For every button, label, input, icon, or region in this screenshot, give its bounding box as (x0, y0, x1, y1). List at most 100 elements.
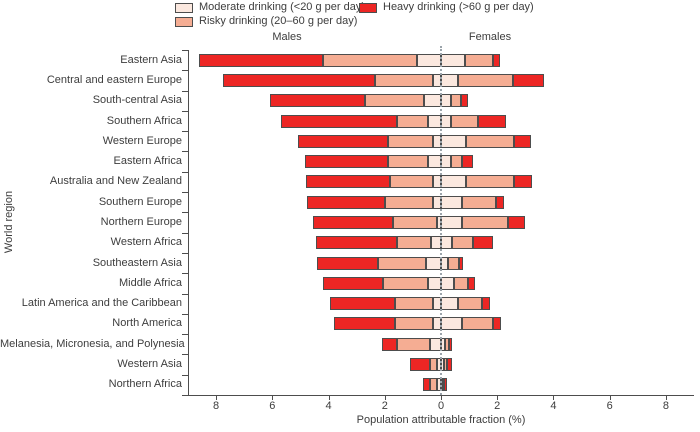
region-label: Melanesia, Micronesia, and Polynesia (0, 337, 185, 350)
x-axis-tick (384, 395, 386, 400)
bar-segment-male-moderate (417, 53, 441, 67)
bar-segment-male-heavy (381, 337, 398, 351)
region-label: Latin America and the Caribbean (21, 297, 182, 310)
bar-segment-male-moderate (424, 94, 441, 108)
bar-segment-female-moderate (441, 297, 458, 311)
bar-segment-female-heavy (493, 53, 501, 67)
region-label: Western Africa (110, 236, 182, 249)
legend-swatch-heavy-icon (359, 2, 377, 13)
bar-segment-male-risky (429, 358, 437, 372)
bar-segment-female-risky (464, 53, 493, 67)
bar-segment-female-heavy (477, 114, 506, 128)
bar-segment-female-heavy (467, 276, 475, 290)
bar-segment-female-risky (462, 195, 496, 209)
bar-segment-female-risky (462, 317, 493, 331)
bar-segment-male-heavy (422, 378, 430, 392)
bar-segment-female-moderate (441, 114, 451, 128)
bar-segment-female-moderate (441, 317, 463, 331)
region-label: Eastern Asia (120, 53, 182, 66)
bar-segment-female-moderate (441, 155, 451, 169)
x-tick-label: 8 (213, 400, 220, 412)
bar-segment-male-risky (374, 73, 433, 87)
x-axis-tick (553, 395, 555, 400)
bar-segment-male-risky (384, 195, 433, 209)
bar-segment-male-risky (397, 236, 432, 250)
region-label: Central and eastern Europe (46, 73, 182, 86)
bar-segment-female-moderate (441, 256, 449, 270)
bar-segment-female-moderate (441, 53, 465, 67)
bar-segment-female-heavy (444, 378, 447, 392)
region-label: Western Europe (102, 134, 182, 147)
legend-item-risky: Risky drinking (20–60 g per day) (175, 15, 357, 28)
bar-segment-male-moderate (425, 256, 441, 270)
bar-segment-female-heavy (495, 195, 505, 209)
region-label: Northern Europe (100, 216, 182, 228)
bar-segment-female-moderate (441, 195, 463, 209)
y-axis-tick (182, 50, 188, 51)
legend-label-moderate: Moderate drinking (<20 g per day) (199, 1, 366, 13)
y-axis-tick (182, 151, 188, 153)
bar-segment-male-heavy (313, 216, 394, 229)
legend-swatch-risky-icon (175, 16, 193, 27)
bar-segment-male-risky (322, 53, 418, 67)
bar-segment-female-heavy (462, 155, 474, 169)
bar-segment-female-moderate (441, 236, 453, 250)
y-axis-tick (182, 212, 188, 214)
zero-reference-line (440, 46, 442, 395)
y-axis-tick (182, 273, 188, 275)
bar-segment-female-moderate (441, 134, 467, 148)
x-axis-tick (665, 395, 667, 400)
bar-segment-male-heavy (269, 94, 366, 108)
x-tick-label: 0 (437, 400, 445, 412)
bar-segment-female-risky (450, 114, 478, 128)
bar-segment-male-heavy (317, 256, 378, 270)
bar-segment-female-risky (444, 358, 447, 372)
bar-segment-male-risky (390, 175, 433, 189)
y-axis-tick (182, 293, 188, 295)
legend-item-moderate: Moderate drinking (<20 g per day) (175, 1, 365, 14)
bar-segment-male-heavy (223, 73, 375, 87)
x-tick-label: 6 (606, 400, 613, 412)
y-axis-line (188, 50, 189, 395)
x-axis-tick (497, 395, 499, 400)
bar-segment-female-moderate (441, 216, 463, 229)
region-label: North America (112, 317, 182, 330)
bar-segment-female-risky (457, 297, 482, 311)
legend-item-heavy: Heavy drinking (>60 g per day) (359, 1, 534, 14)
legend-label-heavy: Heavy drinking (>60 g per day) (383, 1, 534, 13)
x-tick-label: 6 (269, 400, 276, 412)
bar-segment-female-heavy (493, 317, 502, 331)
bar-segment-female-risky (466, 134, 515, 148)
bar-segment-male-risky (387, 155, 429, 169)
bar-segment-female-heavy (459, 256, 464, 270)
region-label: South-central Asia (92, 94, 182, 107)
bar-segment-female-heavy (514, 134, 531, 148)
bar-segment-male-heavy (297, 134, 388, 148)
bar-segment-male-risky (377, 256, 426, 270)
x-axis-title: Population attributable fraction (%) (356, 414, 526, 426)
y-axis-tick (182, 374, 188, 376)
x-tick-label: 4 (550, 400, 557, 412)
bar-segment-male-heavy (333, 317, 396, 331)
bar-segment-male-heavy (304, 155, 388, 169)
region-label: Northern Africa (108, 378, 182, 391)
bar-segment-female-heavy (481, 297, 491, 311)
y-axis-tick (182, 395, 188, 396)
x-tick-label: 2 (381, 400, 388, 412)
bar-segment-male-risky (393, 216, 437, 229)
region-label: Southern Africa (106, 114, 182, 127)
x-tick-label: 2 (494, 400, 501, 412)
bar-segment-female-moderate (441, 276, 454, 290)
y-axis-tick (182, 232, 188, 234)
y-axis-tick (182, 252, 188, 254)
bar-segment-female-risky (450, 155, 463, 169)
legend-label-risky: Risky drinking (20–60 g per day) (199, 15, 358, 27)
bar-segment-male-risky (397, 337, 430, 351)
region-label: Eastern Africa (113, 155, 182, 168)
y-axis-tick (182, 131, 188, 133)
x-axis-tick (216, 395, 218, 400)
x-axis-tick (441, 395, 442, 400)
region-label: Western Asia (117, 358, 182, 371)
bar-segment-male-heavy (307, 195, 385, 209)
